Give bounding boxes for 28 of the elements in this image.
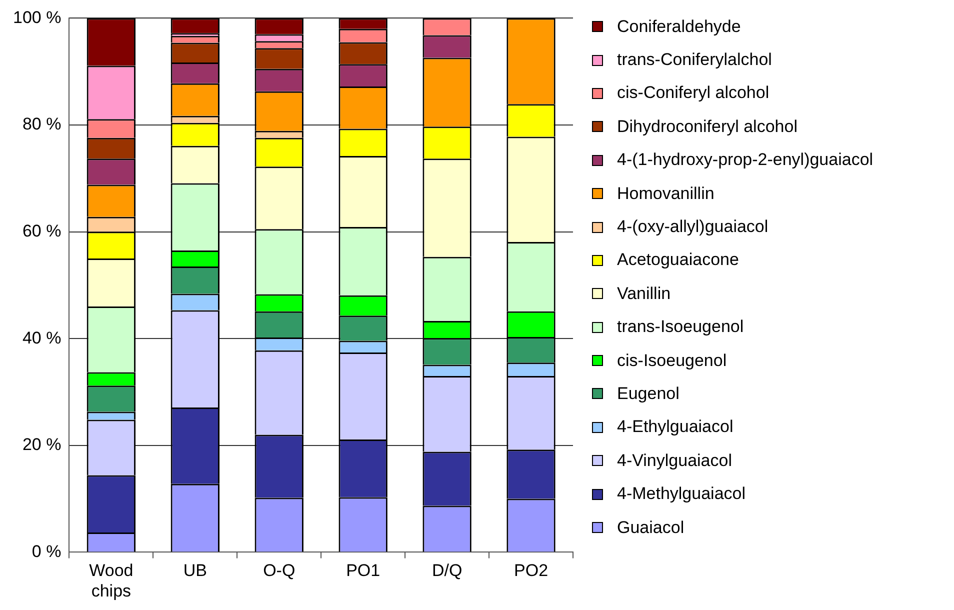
x-tick-label: PO2 xyxy=(514,561,548,580)
x-tick-label: D/Q xyxy=(432,561,462,580)
legend-label: Vanillin xyxy=(617,284,671,304)
legend-label: 4-Ethylguaiacol xyxy=(617,417,734,438)
legend-label: Guaiacol xyxy=(617,518,684,538)
legend-label: trans-Isoeugenol xyxy=(617,317,744,338)
legend-label: 4-Methylguaiacol xyxy=(617,484,746,504)
legend-label: cis-Isoeugenol xyxy=(617,350,727,371)
legend-label: Homovanillin xyxy=(617,184,714,204)
y-tick-label: 80 % xyxy=(22,114,62,134)
legend-label: Coniferaldehyde xyxy=(617,16,741,37)
legend-label: 4-Vinylguaiacol xyxy=(617,450,732,471)
legend-label: 4-(1-hydroxy-prop-2-enyl)guaiacol xyxy=(617,150,874,170)
y-tick-label: 0 % xyxy=(32,542,62,561)
x-tick-label: O-Q xyxy=(263,561,296,580)
y-tick-label: 40 % xyxy=(22,328,62,348)
x-tick-label: PO1 xyxy=(346,561,380,580)
legend-label: trans-Coniferylalchol xyxy=(617,50,772,70)
y-tick-label: 100 % xyxy=(13,8,62,27)
legend-label: Acetoguaiacone xyxy=(617,250,739,270)
legend-label: Dihydroconiferyl alcohol xyxy=(617,116,798,137)
y-tick-label: 60 % xyxy=(22,221,62,240)
x-tick-label: UB xyxy=(183,561,207,580)
legend-label: Eugenol xyxy=(617,384,680,404)
y-tick-label: 20 % xyxy=(22,435,62,454)
legend-label: cis-Coniferyl alcohol xyxy=(617,83,770,104)
legend-label: 4-(oxy-allyl)guaiacol xyxy=(617,217,768,238)
x-tick-label: Wood chips xyxy=(89,561,134,600)
